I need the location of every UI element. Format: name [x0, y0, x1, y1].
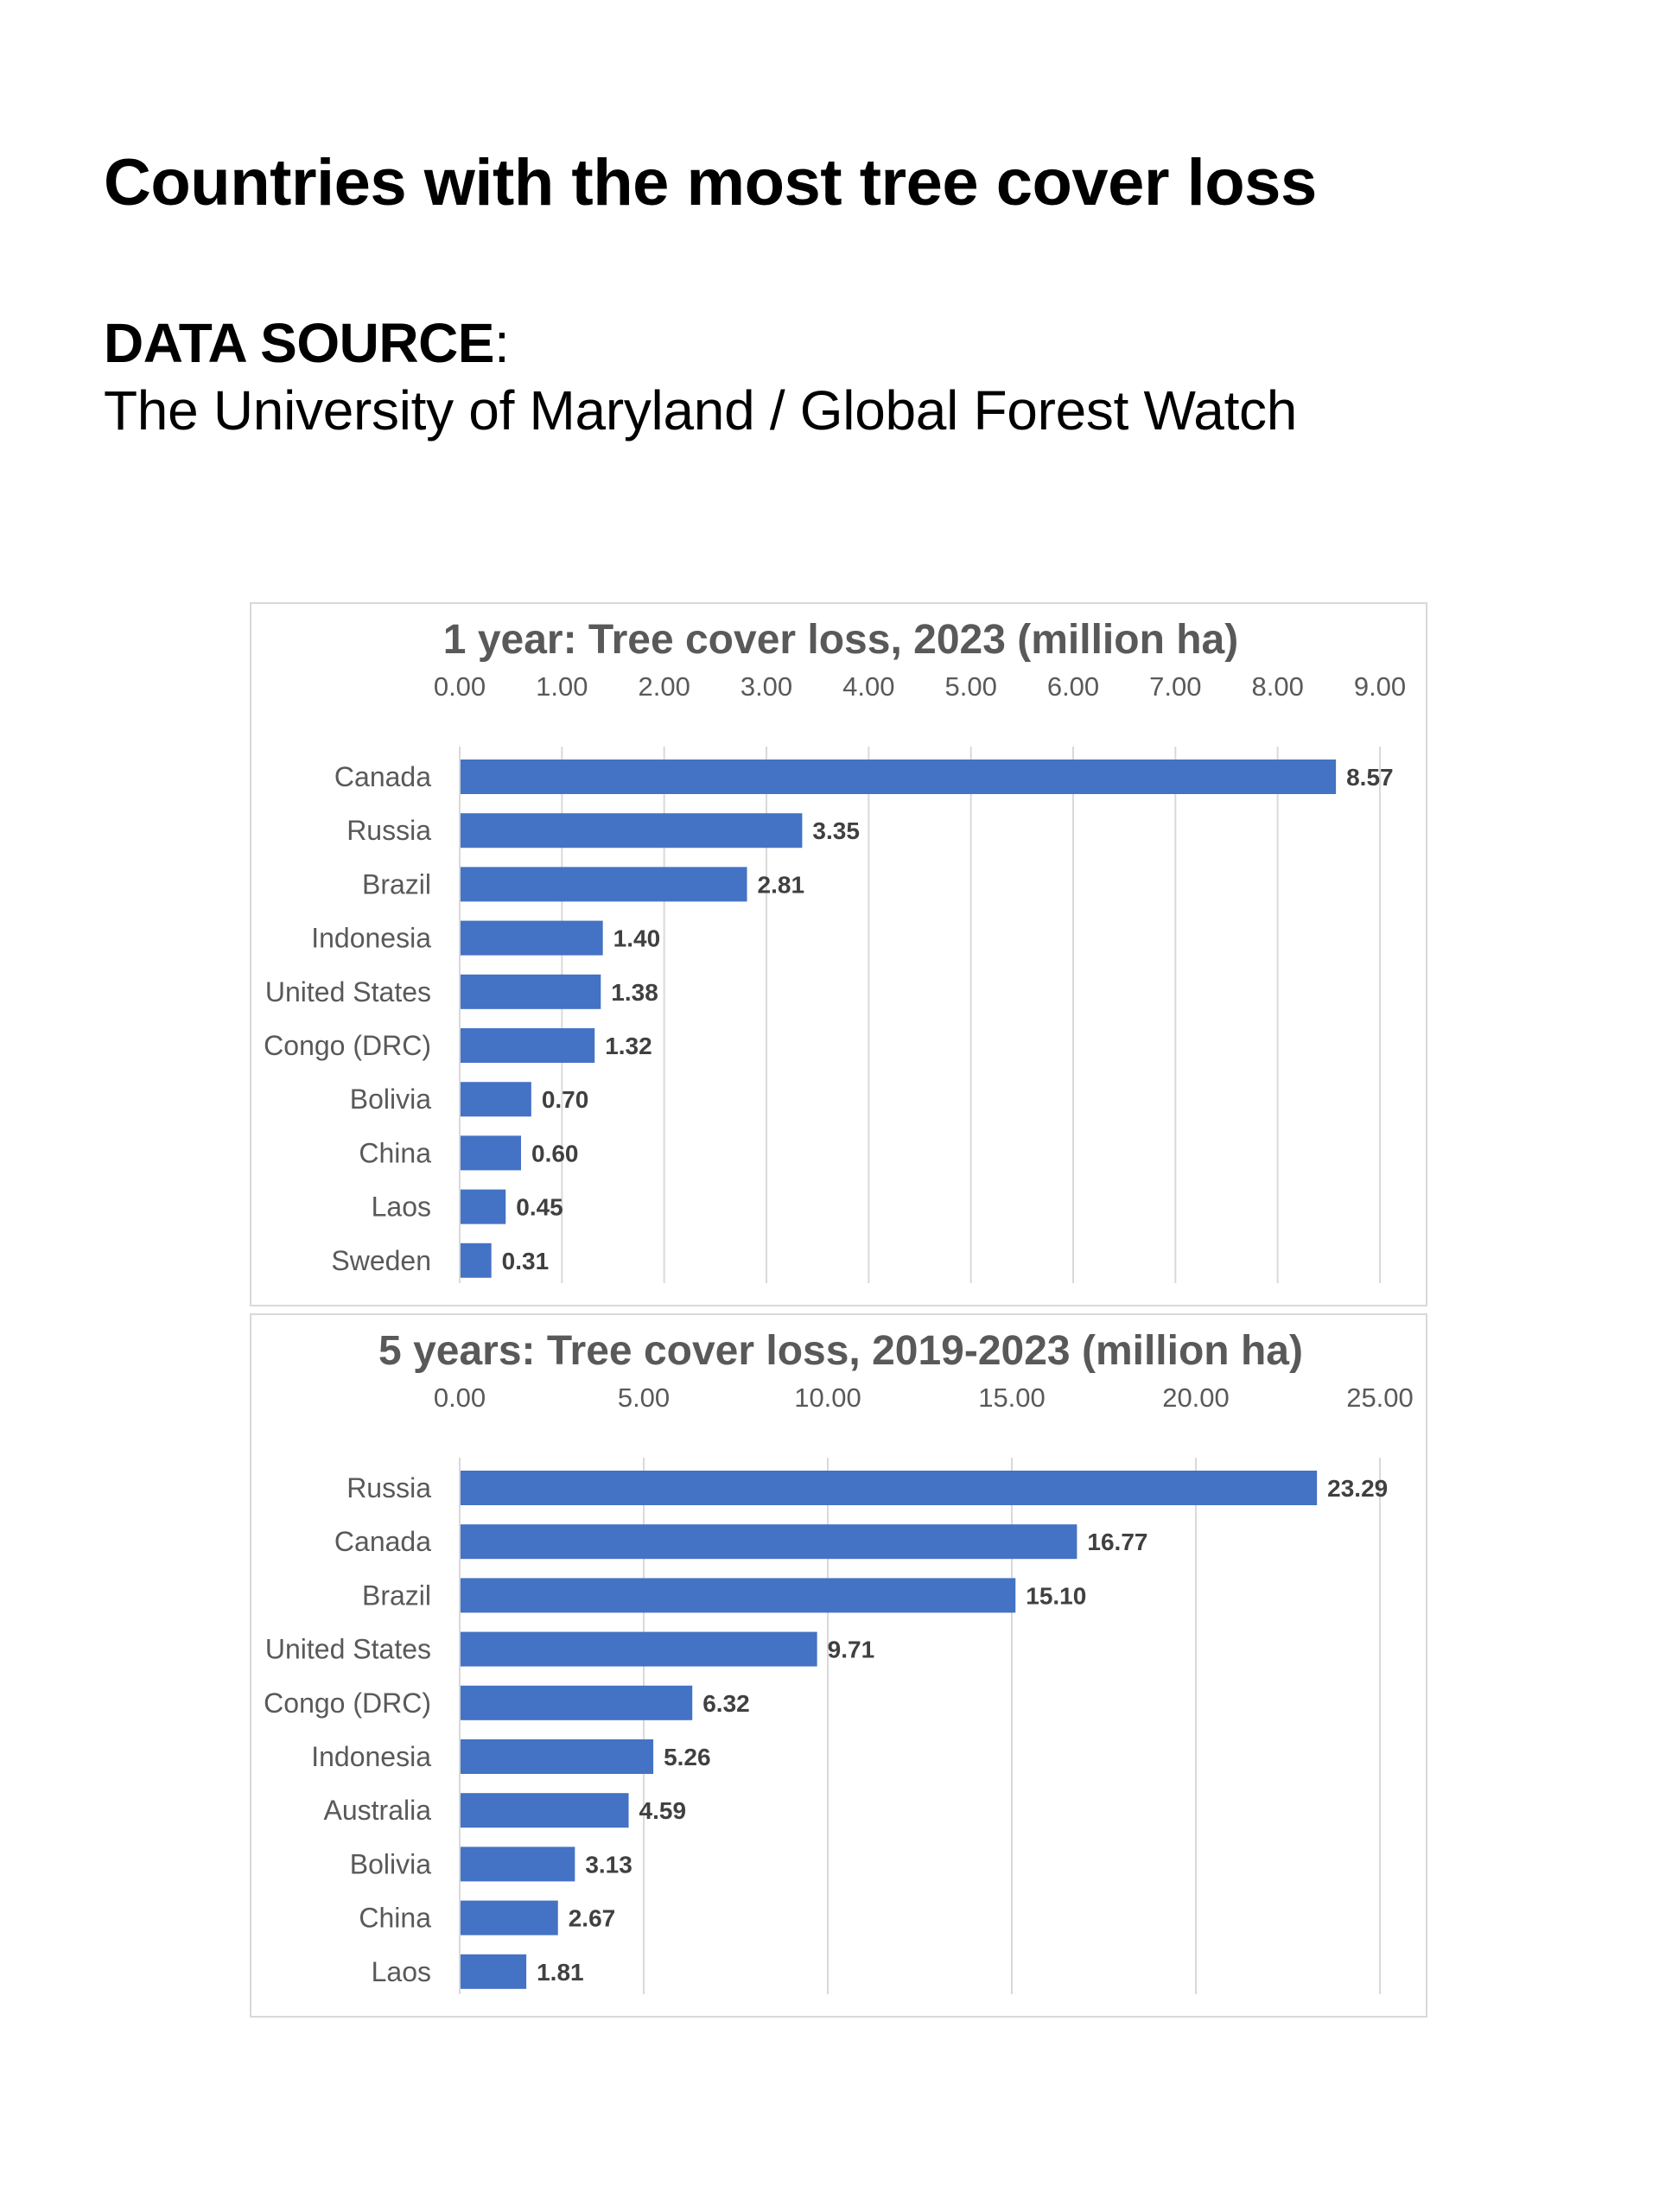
data-label: 5.26	[664, 1744, 711, 1770]
data-label: 2.67	[569, 1905, 616, 1932]
data-label: 0.31	[502, 1248, 550, 1274]
data-source-heading: DATA SOURCE:	[104, 311, 510, 375]
chart-5-years-svg: 5 years: Tree cover loss, 2019-2023 (mil…	[264, 1328, 1414, 1994]
category-label: Indonesia	[311, 1741, 431, 1772]
data-label: 3.13	[585, 1851, 632, 1878]
data-label: 1.81	[537, 1959, 584, 1986]
page-title: Countries with the most tree cover loss	[104, 146, 1317, 219]
bar	[460, 1847, 575, 1882]
x-tick-label: 4.00	[842, 671, 894, 702]
x-tick-label: 0.00	[434, 671, 486, 702]
category-label: China	[359, 1903, 431, 1934]
data-label: 1.32	[605, 1033, 652, 1059]
x-tick-label: 3.00	[741, 671, 792, 702]
x-tick-label: 2.00	[638, 671, 690, 702]
category-label: Laos	[372, 1956, 431, 1987]
x-tick-label: 25.00	[1346, 1382, 1414, 1413]
category-label: United States	[265, 1634, 431, 1665]
data-label: 3.35	[812, 817, 860, 844]
bar	[460, 1578, 1016, 1613]
data-source-text: The University of Maryland / Global Fore…	[104, 379, 1298, 442]
category-label: Russia	[346, 815, 431, 846]
chart-title: 5 years: Tree cover loss, 2019-2023 (mil…	[378, 1328, 1303, 1374]
category-label: Sweden	[331, 1245, 431, 1276]
category-labels: Russia Canada Brazil United States Congo (DR…	[264, 1472, 431, 1987]
data-label: 16.77	[1087, 1529, 1147, 1555]
data-source-label: DATA SOURCE	[104, 312, 494, 374]
bar	[460, 1685, 693, 1720]
category-label: Bolivia	[350, 1848, 431, 1879]
bar	[460, 1900, 558, 1936]
data-label: 0.45	[516, 1194, 563, 1221]
bar	[460, 974, 601, 1009]
data-label: 15.10	[1026, 1582, 1086, 1609]
category-label: United States	[265, 976, 431, 1007]
x-tick-label: 5.00	[944, 671, 996, 702]
category-label: Russia	[346, 1472, 431, 1503]
bar	[460, 760, 1337, 794]
data-source-colon: :	[493, 312, 510, 374]
category-label: Australia	[324, 1795, 432, 1826]
bar	[460, 920, 603, 956]
x-tick-label: 8.00	[1251, 671, 1303, 702]
chart-panel-5-years: 5 years: Tree cover loss, 2019-2023 (mil…	[250, 1313, 1427, 2018]
data-label: 2.81	[758, 871, 805, 898]
bar	[460, 1135, 521, 1171]
category-label: Bolivia	[350, 1084, 431, 1115]
category-label: China	[359, 1137, 431, 1168]
x-tick-label: 10.00	[794, 1382, 861, 1413]
category-label: Indonesia	[311, 923, 431, 954]
category-labels: Canada Russia Brazil Indonesia United States…	[264, 761, 431, 1276]
bar	[460, 1524, 1077, 1560]
x-tick-label: 20.00	[1162, 1382, 1230, 1413]
bar	[460, 1471, 1318, 1505]
bar	[460, 1028, 595, 1063]
category-label: Congo (DRC)	[264, 1030, 431, 1061]
bar	[460, 1189, 506, 1224]
bars	[460, 1471, 1318, 1989]
x-tick-label: 7.00	[1149, 671, 1201, 702]
data-label: 6.32	[702, 1690, 750, 1717]
x-tick-label: 5.00	[618, 1382, 670, 1413]
data-labels: 8.57 3.35 2.81 1.40 1.38 1.32 0.70 0.60 0.45 0.31	[502, 764, 1394, 1274]
x-tick-label: 9.00	[1354, 671, 1406, 702]
category-label: Congo (DRC)	[264, 1688, 431, 1719]
bars	[460, 760, 1337, 1278]
x-tick-label: 0.00	[434, 1382, 486, 1413]
x-tick-label: 6.00	[1047, 671, 1099, 702]
data-label: 1.40	[613, 925, 661, 952]
chart-title: 1 year: Tree cover loss, 2023 (million h…	[443, 617, 1238, 663]
data-label: 4.59	[639, 1797, 687, 1824]
data-label: 8.57	[1346, 764, 1394, 791]
bar	[460, 1954, 527, 1989]
category-label: Brazil	[362, 1580, 431, 1611]
bar	[460, 1739, 654, 1774]
category-label: Canada	[334, 1526, 431, 1557]
data-label: 0.60	[531, 1140, 579, 1166]
category-label: Laos	[372, 1192, 431, 1223]
x-tick-label: 1.00	[536, 671, 588, 702]
data-label: 1.38	[611, 979, 658, 1006]
x-tick-label: 15.00	[978, 1382, 1046, 1413]
category-label: Brazil	[362, 868, 431, 899]
bar	[460, 813, 803, 849]
category-label: Canada	[334, 761, 431, 792]
data-labels: 23.29 16.77 15.10 9.71 6.32 5.26 4.59 3.13 2.67 1…	[537, 1475, 1388, 1986]
data-label: 23.29	[1327, 1475, 1388, 1502]
x-axis-tick-labels: 0.00 1.00 2.00 3.00 4.00 5.00 6.00 7.00 8.00 9.00	[434, 671, 1406, 702]
data-label: 0.70	[542, 1086, 589, 1113]
bar	[460, 867, 747, 902]
bar	[460, 1082, 531, 1117]
bar	[460, 1243, 492, 1278]
bar	[460, 1631, 817, 1667]
data-label: 9.71	[828, 1637, 875, 1663]
x-axis-tick-labels: 0.00 5.00 10.00 15.00 20.00 25.00	[434, 1382, 1414, 1413]
chart-1-year-svg: 1 year: Tree cover loss, 2023 (million h…	[264, 617, 1406, 1283]
bar	[460, 1793, 629, 1828]
chart-panel-1-year: 1 year: Tree cover loss, 2023 (million h…	[250, 602, 1427, 1306]
